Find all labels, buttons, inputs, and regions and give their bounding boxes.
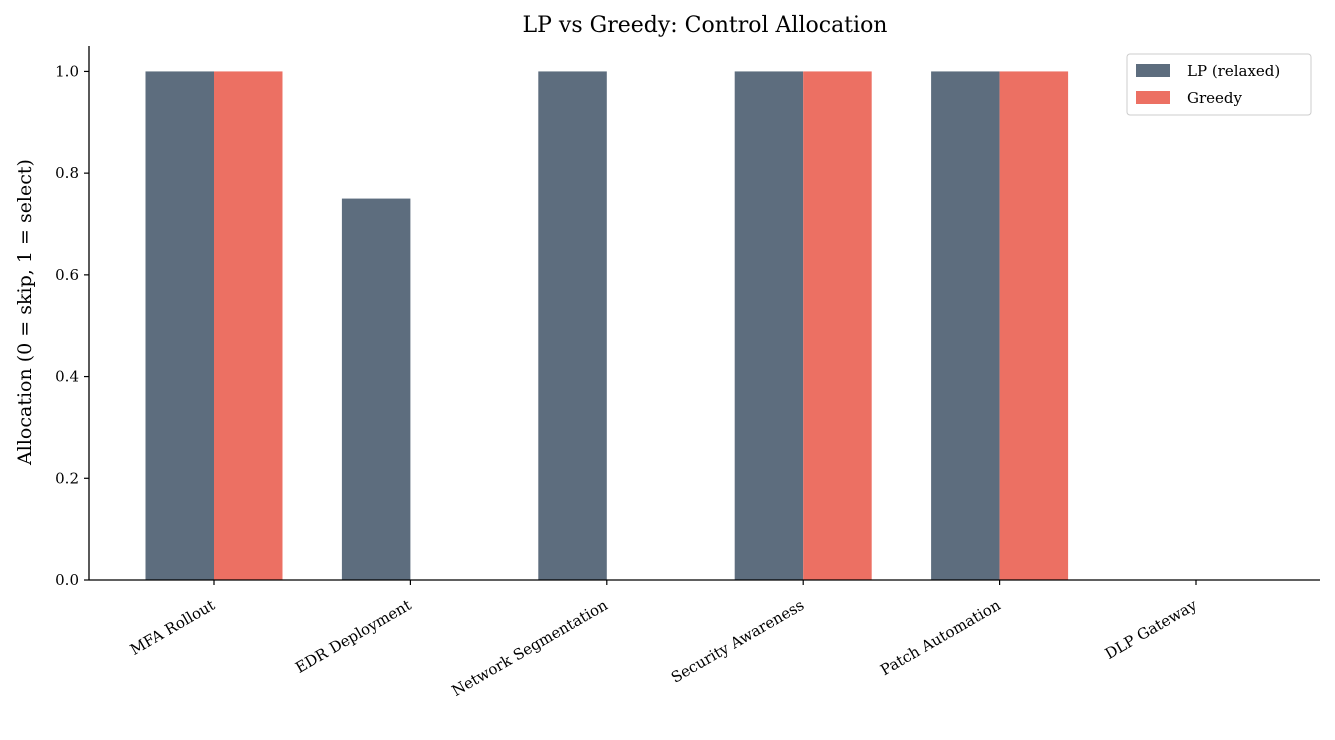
- legend-swatch-0: [1136, 64, 1170, 77]
- x-tick-label: Security Awareness: [668, 596, 807, 687]
- x-tick-label: Patch Automation: [877, 596, 1004, 679]
- y-tick-label: 0.4: [55, 368, 79, 386]
- y-tick-label: 1.0: [55, 62, 79, 80]
- chart-title: LP vs Greedy: Control Allocation: [523, 13, 888, 38]
- legend-frame: [1126, 53, 1312, 116]
- legend-label-0: LP (relaxed): [1187, 62, 1280, 80]
- legend: LP (relaxed) Greedy: [1126, 53, 1312, 116]
- y-tick-label: 0.6: [55, 266, 79, 284]
- bar-greedy-3: [803, 71, 872, 580]
- plot-area: 0.0 0.2 0.4 0.6 0.8 1.0 MFA Rollout EDR Deploym…: [55, 46, 1320, 700]
- bar-greedy-0: [214, 71, 283, 580]
- x-tick-label: Network Segmentation: [449, 596, 612, 700]
- y-axis-label: Allocation (0 = skip, 1 = select): [14, 159, 36, 466]
- x-tick-label: EDR Deployment: [292, 596, 414, 677]
- bar-lp-3: [734, 71, 804, 580]
- y-tick-label: 0.0: [55, 571, 79, 589]
- bar-lp-1: [341, 198, 411, 581]
- bar-greedy-4: [999, 71, 1069, 580]
- legend-label-1: Greedy: [1187, 89, 1243, 107]
- x-tick-label: MFA Rollout: [127, 596, 218, 659]
- bar-lp-4: [931, 71, 1000, 580]
- y-tick-label: 0.2: [55, 469, 79, 487]
- bar-lp-0: [145, 71, 214, 580]
- bar-lp-2: [538, 71, 607, 580]
- x-tick-label: DLP Gateway: [1102, 596, 1201, 663]
- legend-swatch-1: [1136, 91, 1170, 104]
- y-tick-label: 0.8: [55, 164, 79, 182]
